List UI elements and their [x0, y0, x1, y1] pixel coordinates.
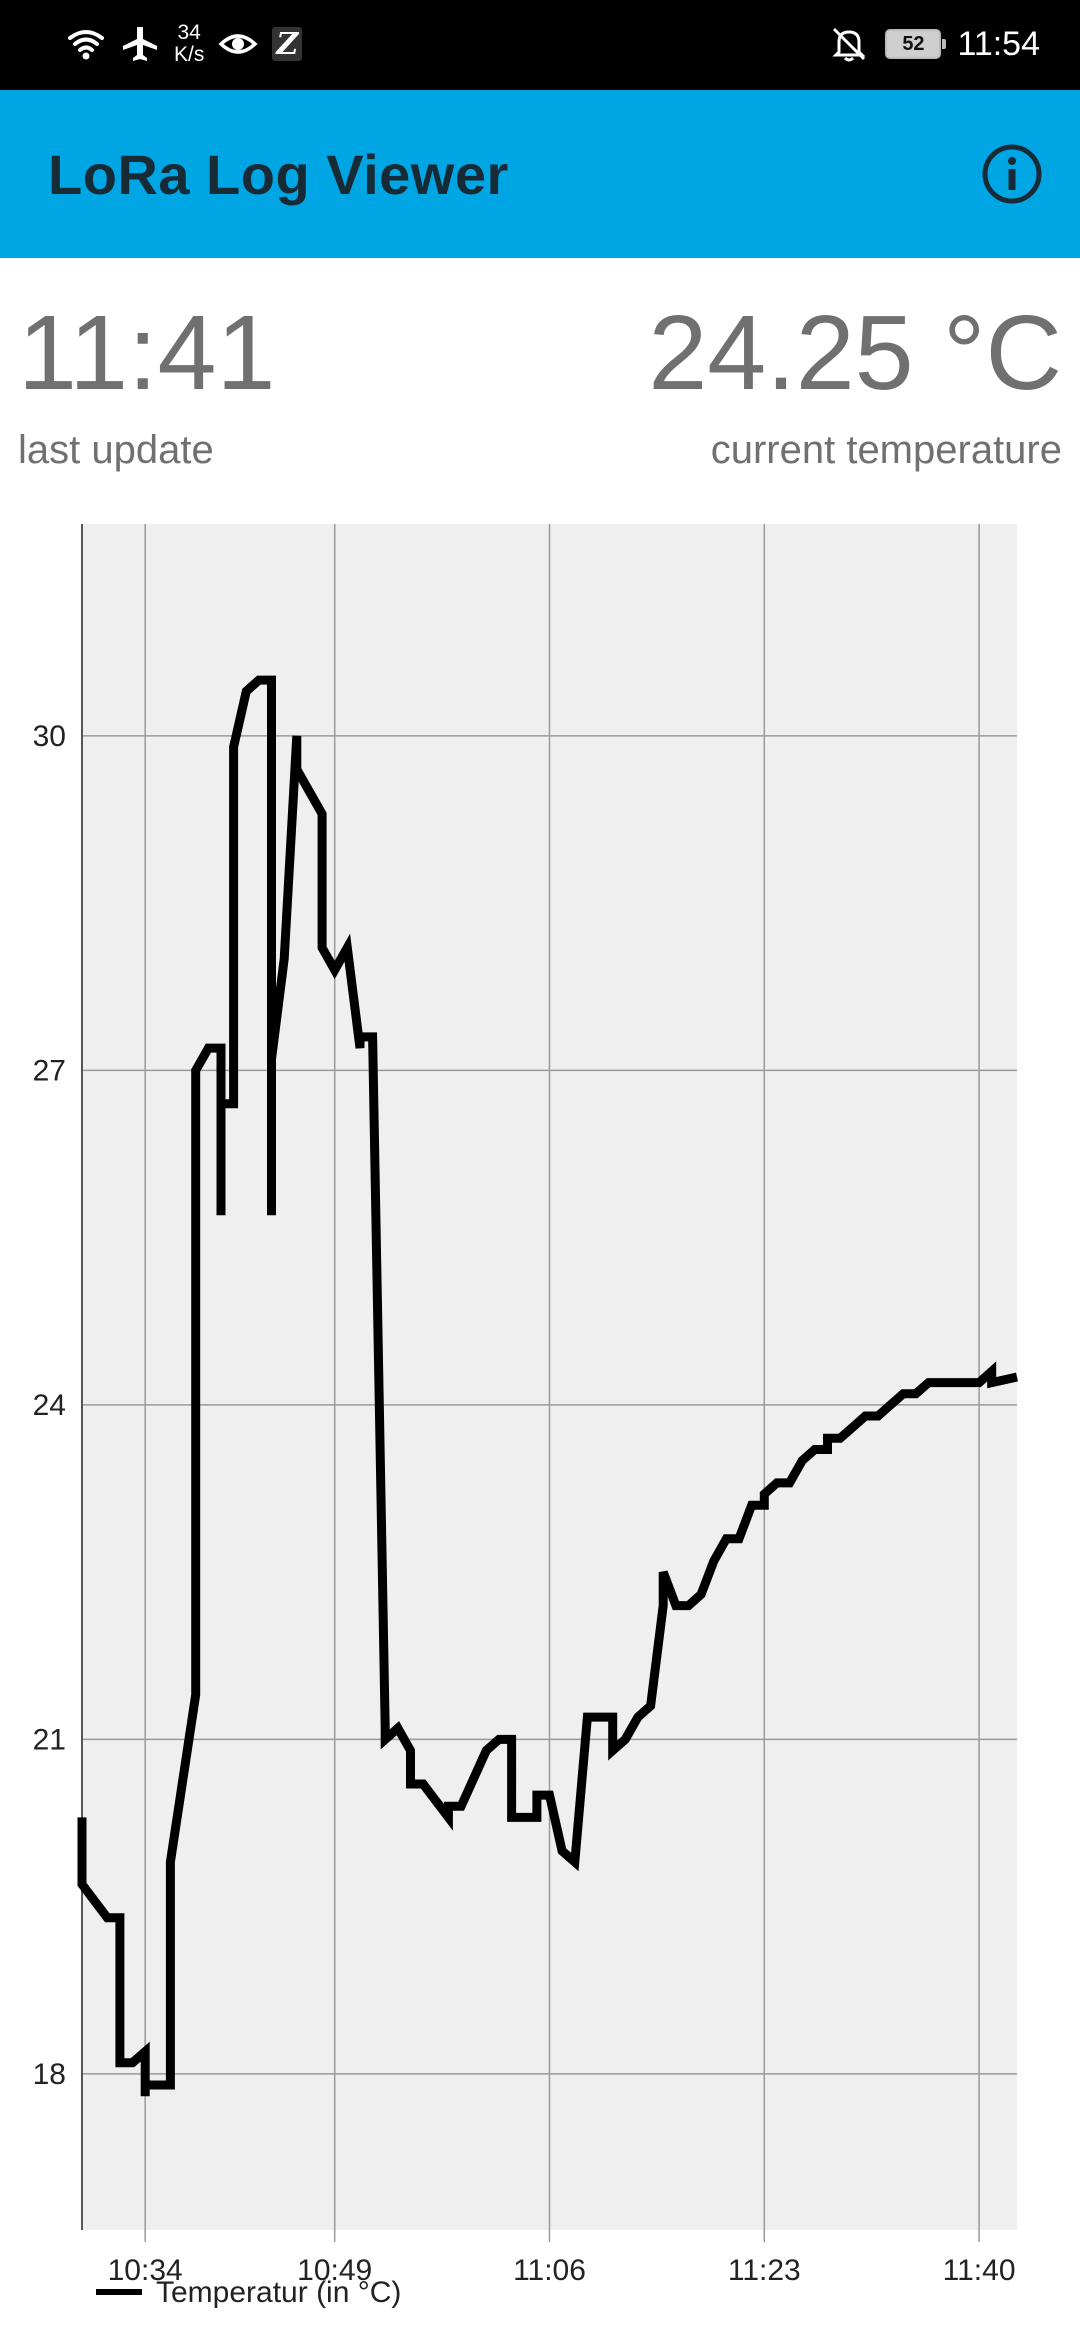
legend-label: Temperatur (in °C) [156, 2276, 401, 2309]
network-speed-value: 34 [177, 21, 201, 44]
app-bar: LoRa Log Viewer [0, 90, 1080, 258]
airplane-icon [120, 24, 160, 64]
info-button[interactable] [980, 142, 1044, 206]
y-tick-label: 21 [33, 1723, 66, 1756]
x-tick-label: 10:34 [108, 2254, 183, 2287]
wifi-icon [66, 24, 106, 64]
current-temperature-value: 24.25 °C [648, 294, 1062, 412]
network-speed: 34 K/s [174, 22, 204, 66]
y-tick-label: 24 [33, 1389, 66, 1422]
status-bar: 34 K/s Z 52 11:54 [0, 0, 1080, 90]
x-tick-label: 11:23 [728, 2254, 801, 2287]
bell-off-icon [829, 24, 869, 64]
status-bar-left: 34 K/s Z [66, 14, 303, 74]
status-bar-right: 52 11:54 [829, 14, 1040, 74]
temperature-chart: 18 21 24 27 30 10:34 10:49 11:06 11:23 11:40 Tempe… [0, 520, 1080, 2340]
x-tick-label: 10:49 [297, 2254, 372, 2287]
x-tick-label: 11:40 [943, 2254, 1016, 2287]
last-update-label: last update [18, 428, 214, 472]
eye-icon [218, 24, 258, 64]
temperature-chart-svg: 18 21 24 27 30 10:34 10:49 11:06 11:23 11:40 Tempe… [33, 524, 1018, 2309]
y-tick-label: 30 [33, 720, 66, 753]
status-time: 11:54 [957, 24, 1040, 63]
network-speed-unit: K/s [174, 43, 205, 66]
info-icon [982, 144, 1042, 204]
y-tick-label: 27 [33, 1054, 66, 1087]
battery-level: 52 [902, 32, 925, 55]
y-tick-label: 18 [33, 2058, 66, 2091]
battery-icon: 52 [885, 29, 947, 59]
z-app-icon: Z [272, 27, 303, 62]
current-temperature-label: current temperature [710, 428, 1062, 472]
x-tick-label: 11:06 [513, 2254, 586, 2287]
series-line-temperature [77, 675, 1018, 2097]
last-update-value: 11:41 [18, 294, 276, 412]
app-title: LoRa Log Viewer [48, 143, 509, 206]
